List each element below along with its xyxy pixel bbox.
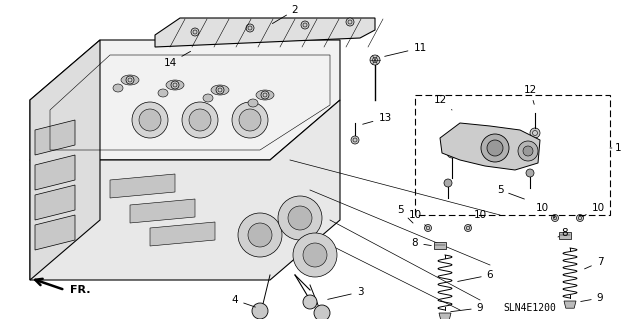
- Ellipse shape: [113, 84, 123, 92]
- Circle shape: [523, 146, 533, 156]
- Circle shape: [191, 28, 199, 36]
- Circle shape: [238, 213, 282, 257]
- Polygon shape: [30, 40, 340, 160]
- Circle shape: [530, 128, 540, 138]
- Circle shape: [444, 179, 452, 187]
- Text: 8: 8: [412, 238, 431, 248]
- Text: 5: 5: [497, 185, 524, 199]
- Circle shape: [526, 169, 534, 177]
- Circle shape: [189, 109, 211, 131]
- Polygon shape: [439, 313, 451, 319]
- Polygon shape: [155, 18, 375, 47]
- Polygon shape: [440, 123, 540, 170]
- Polygon shape: [110, 174, 175, 198]
- Text: 10: 10: [408, 210, 426, 226]
- Text: 14: 14: [163, 51, 191, 68]
- Circle shape: [447, 148, 457, 158]
- Bar: [415, 95, 610, 215]
- Circle shape: [248, 223, 272, 247]
- Circle shape: [518, 141, 538, 161]
- Text: 2: 2: [273, 5, 298, 24]
- Circle shape: [465, 225, 472, 232]
- Text: 8: 8: [558, 228, 568, 238]
- Circle shape: [252, 303, 268, 319]
- Text: 5: 5: [397, 205, 413, 223]
- Ellipse shape: [166, 80, 184, 90]
- Text: 12: 12: [433, 95, 452, 110]
- Polygon shape: [35, 185, 75, 220]
- Bar: [559, 232, 571, 239]
- Text: 10: 10: [582, 203, 605, 217]
- Ellipse shape: [248, 99, 258, 107]
- Circle shape: [301, 21, 309, 29]
- Ellipse shape: [158, 89, 168, 97]
- Circle shape: [171, 81, 179, 89]
- FancyArrowPatch shape: [35, 279, 62, 289]
- Polygon shape: [30, 100, 340, 280]
- Circle shape: [216, 86, 224, 94]
- Text: 11: 11: [385, 43, 427, 56]
- Text: 6: 6: [458, 270, 493, 281]
- Polygon shape: [35, 215, 75, 250]
- Polygon shape: [30, 40, 100, 280]
- Text: 12: 12: [524, 85, 536, 104]
- Circle shape: [370, 55, 380, 65]
- Circle shape: [288, 206, 312, 230]
- Circle shape: [261, 91, 269, 99]
- Circle shape: [232, 102, 268, 138]
- Text: FR.: FR.: [70, 285, 90, 295]
- Polygon shape: [150, 222, 215, 246]
- Circle shape: [278, 196, 322, 240]
- Polygon shape: [35, 155, 75, 190]
- Bar: [434, 241, 446, 249]
- Circle shape: [303, 295, 317, 309]
- Circle shape: [126, 76, 134, 84]
- Ellipse shape: [256, 90, 274, 100]
- Text: 9: 9: [451, 303, 483, 313]
- Ellipse shape: [121, 75, 139, 85]
- Circle shape: [424, 225, 431, 232]
- Text: 7: 7: [584, 257, 604, 269]
- Text: 13: 13: [363, 113, 392, 124]
- Circle shape: [481, 134, 509, 162]
- Text: SLN4E1200: SLN4E1200: [504, 303, 556, 313]
- Circle shape: [303, 243, 327, 267]
- Ellipse shape: [203, 94, 213, 102]
- Circle shape: [577, 214, 584, 221]
- Polygon shape: [130, 199, 195, 223]
- Text: 3: 3: [328, 287, 364, 299]
- Polygon shape: [564, 301, 576, 308]
- Text: 9: 9: [580, 293, 604, 303]
- Circle shape: [182, 102, 218, 138]
- Text: 10: 10: [470, 210, 486, 226]
- Ellipse shape: [211, 85, 229, 95]
- Circle shape: [346, 18, 354, 26]
- Text: 10: 10: [536, 203, 555, 218]
- Circle shape: [293, 233, 337, 277]
- Circle shape: [132, 102, 168, 138]
- Circle shape: [239, 109, 261, 131]
- Circle shape: [139, 109, 161, 131]
- Circle shape: [487, 140, 503, 156]
- Polygon shape: [35, 120, 75, 155]
- Circle shape: [314, 305, 330, 319]
- Text: 1: 1: [610, 143, 621, 153]
- Circle shape: [246, 24, 254, 32]
- Text: 4: 4: [232, 295, 255, 307]
- Circle shape: [351, 136, 359, 144]
- Circle shape: [552, 214, 559, 221]
